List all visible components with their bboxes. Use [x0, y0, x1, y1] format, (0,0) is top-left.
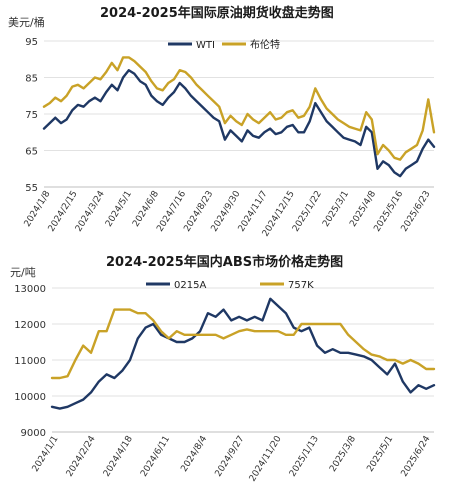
- chart1-x-tick-label: 2025/3/1: [321, 189, 351, 229]
- chart1-y-tick-label: 55: [25, 183, 38, 194]
- chart2-x-tick-label: 2024/4/18: [102, 434, 135, 479]
- chart2-series-line-0215a: [50, 297, 436, 410]
- chart2-x-tick-label: 2024/8/4: [179, 434, 209, 474]
- chart1-x-tick-label: 2024/1/8: [23, 189, 53, 229]
- legend-label-0215a: 0215A: [174, 280, 206, 291]
- chart2-x-tick-label: 2025/6/24: [400, 434, 433, 479]
- chart2-series-line-757k: [50, 308, 436, 380]
- chart1-x-tick-label: 2025/4/8: [348, 189, 378, 229]
- chart1-series-line-wti: [42, 68, 436, 178]
- chart1-x-axis: 2024/1/82024/2/152024/3/242024/5/12024/6…: [23, 189, 433, 239]
- chart2-y-tick-label: 9000: [21, 428, 46, 439]
- chart1-y-axis: 95 85 75 65 55: [25, 37, 38, 194]
- chart2-y-tick-label: 12000: [14, 320, 46, 331]
- chart2-legend: 0215A 757K: [146, 280, 314, 291]
- chart1-legend: WTI 布伦特: [168, 38, 280, 51]
- chart1-y-tick-label: 75: [25, 110, 38, 121]
- chart2-x-tick-label: 2025/5/1: [365, 434, 395, 474]
- chart2-y-tick-label: 13000: [14, 284, 46, 295]
- chart2-gridlines: [52, 287, 434, 433]
- chart1-y-tick-label: 65: [25, 147, 38, 158]
- legend-label-757k: 757K: [288, 280, 314, 291]
- chart2-y-tick-label: 11000: [14, 356, 46, 367]
- chart2-x-tick-label: 2024/1/1: [31, 434, 61, 474]
- chart2-plot-area: [50, 297, 436, 410]
- chart2-unit-label: 元/吨: [10, 266, 36, 279]
- chart2-x-axis: 2024/1/1 2024/2/24 2024/4/18 2024/6/11 2024/…: [31, 434, 433, 484]
- chart1-x-tick-label: 2024/6/8: [131, 189, 161, 229]
- chart2-x-tick-label: 2024/11/20: [248, 434, 284, 484]
- chart1-plot-area: [42, 56, 436, 178]
- legend-label-brent: 布伦特: [250, 38, 280, 51]
- chart2-y-tick-label: 10000: [14, 392, 46, 403]
- chart1-x-tick-label: 2024/5/1: [104, 189, 134, 229]
- chart1-gridlines: [44, 40, 434, 188]
- chart2-x-tick-label: 2024/9/27: [214, 434, 247, 478]
- chart1-y-tick-label: 85: [25, 74, 38, 85]
- legend-label-wti: WTI: [196, 40, 215, 51]
- chart2-x-tick-label: 2025/3/8: [328, 434, 358, 474]
- chart2-x-tick-label: 2025/1/13: [288, 434, 321, 478]
- chart2-x-tick-label: 2024/6/11: [139, 434, 172, 478]
- chart1-unit-label: 美元/桶: [8, 15, 45, 29]
- chart1-y-tick-label: 95: [25, 37, 38, 48]
- chart2-x-tick-label: 2024/2/24: [65, 434, 98, 479]
- chart1-series-line-series: [42, 56, 436, 161]
- chart2-title: 2024-2025年国内ABS市场价格走势图: [106, 254, 343, 270]
- chart2-y-axis: 13000 12000 11000 10000 9000: [14, 284, 46, 439]
- chart1-title: 2024-2025年国际原油期货收盘走势图: [100, 5, 334, 21]
